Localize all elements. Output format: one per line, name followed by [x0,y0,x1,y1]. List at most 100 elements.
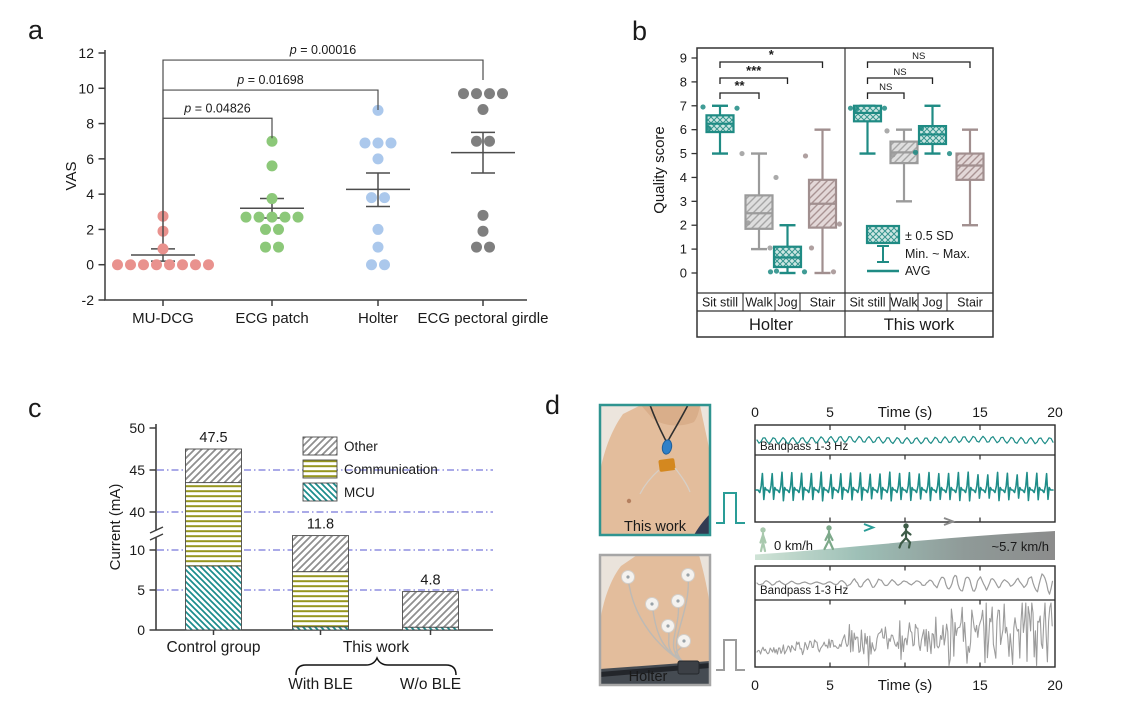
legend-box-swatch [865,224,901,245]
legend-minmax-label: Min. ~ Max. [905,247,970,261]
significance-label: *** [746,63,762,78]
data-point [484,88,495,100]
panel-a-category-label: ECG pectoral girdle [418,310,549,327]
significance-label: * [769,47,775,62]
data-point [484,135,495,147]
p-value-annotation: p = 0.00016 [289,43,356,57]
pendant-device [661,439,673,455]
data-point [266,193,278,205]
bottom-time-axis-title: Time (s) [878,677,932,694]
panel-b-activity-label: Sit still [849,296,885,310]
panel-a-y-axis-label: VAS [63,162,80,191]
data-point [477,103,489,115]
photo-this-work: This work [598,403,712,537]
time-tick: 20 [1047,404,1063,420]
box [955,152,985,181]
data-point [125,259,136,271]
bar-segment-other [185,448,242,484]
panel-c-bar-chart: 0 5 10 40 45 50 Current (mA) 47.5 11.8 4.8 Control… [107,420,493,693]
data-point [359,137,371,149]
data-point [379,192,390,204]
panel-a-y-tick: 0 [86,257,94,273]
panel-b-y-tick: 7 [680,98,687,113]
data-point [372,153,384,165]
bandpass-label-bottom: Bandpass 1-3 Hz [760,585,848,597]
significance-label: ** [734,78,745,93]
panel-b-y-tick: 2 [680,218,687,233]
data-point [138,259,149,271]
time-tick: 20 [1047,677,1063,693]
data-point [372,223,384,235]
legend-swatch [302,482,338,502]
data-point [266,135,278,147]
panel-a-y-tick: 2 [86,221,94,237]
legend-sd-label: ± 0.5 SD [905,229,954,243]
data-point [260,241,271,253]
legend-label: MCU [344,485,375,500]
person-jogging-icon [898,523,912,549]
panel-a-y-tick: -2 [82,292,95,308]
bar-segment-communication [185,482,242,567]
panel-a-category-label: Holter [358,310,398,327]
panel-c-y-tick: 40 [129,504,145,520]
data-point [164,259,175,271]
top-time-axis-title: Time (s) [878,404,932,421]
panel-b-y-tick: 0 [680,266,687,281]
panel-b-activity-label: Stair [957,296,983,310]
legend-swatch [302,459,338,479]
chest-patch [658,458,676,472]
time-tick: 15 [972,677,988,693]
data-point [266,211,278,223]
panel-b-y-tick: 3 [680,194,687,209]
bar-segment-other [292,535,349,573]
data-point [366,259,377,271]
photo-label-this-work: This work [624,519,687,535]
panel-b-y-tick: 5 [680,146,687,161]
data-point [372,137,384,149]
data-point [372,241,384,253]
data-point [497,88,508,100]
photo-label-holter: Holter [629,669,668,685]
panel-c-with-ble-label: With BLE [288,676,353,693]
data-point [477,225,489,237]
legend-label: Other [344,439,378,454]
panel-b-y-tick: 8 [680,74,687,89]
pulse-icon-teal [716,492,745,524]
panel-b-activity-label: Jog [777,296,797,310]
legend-avg-label: AVG [905,264,930,278]
data-point [203,259,214,271]
data-point [151,259,162,271]
significance-label: NS [893,67,906,78]
panel-label-b: b [632,16,647,46]
data-point [273,223,284,235]
data-point [260,223,271,235]
panel-label-a: a [28,15,44,45]
data-point [385,137,397,149]
person-standing-icon [759,527,767,553]
panel-b-y-tick: 1 [680,242,687,257]
p-value-annotation: p = 0.01698 [236,73,303,87]
data-point [292,211,304,223]
bar-segment-other [402,591,459,628]
panel-a-category-label: MU-DCG [132,310,194,327]
panel-d-ecg-comparison: This work Holter 0 5 15 20 Time (s) Bandpass 1-… [598,403,1063,694]
data-point [372,104,384,116]
data-point [458,88,469,100]
panel-c-y-tick: 10 [129,542,145,558]
data-point [273,241,284,253]
panel-b-boxplot: 0 1 2 3 4 5 6 7 8 9 Quality score Sit still Walk Jog S… [651,47,994,338]
significance-label: NS [879,82,892,93]
bar-total-label: 11.8 [307,517,334,533]
panel-b-activity-label: Sit still [702,296,738,310]
holter-recorder [677,660,700,675]
panel-b-activity-label: Walk [890,296,918,310]
pulse-icon-gray [716,639,745,671]
panel-c-this-work-label: This work [343,639,410,656]
panel-b-activity-label: Stair [810,296,836,310]
time-tick: 0 [751,677,759,693]
panel-b-group-label: Holter [749,316,794,334]
panel-b-y-tick: 6 [680,122,687,137]
panel-b-y-axis-label: Quality score [651,126,668,214]
